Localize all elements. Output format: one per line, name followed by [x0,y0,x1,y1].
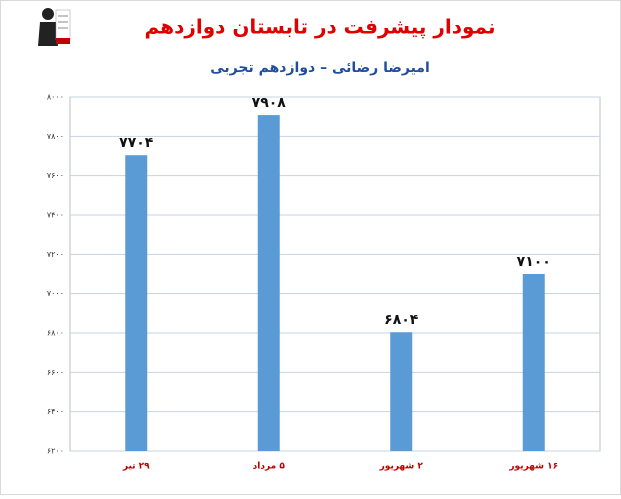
y-tick-label: ۸۰۰۰ [47,93,64,102]
bar [390,332,413,451]
value-label: ۷۹۰۸ [252,95,287,111]
y-tick-label: ۶۲۰۰ [47,447,64,456]
y-tick-label: ۶۸۰۰ [47,329,64,338]
y-tick-label: ۶۶۰۰ [47,368,64,377]
x-tick-label: ۱۶ شهریور [508,462,558,472]
y-tick-label: ۷۰۰۰ [47,289,64,298]
y-tick-label: ۶۴۰۰ [47,407,64,416]
y-tick-label: ۷۴۰۰ [47,211,64,220]
y-tick-label: ۷۲۰۰ [47,250,64,259]
bar [125,155,148,452]
y-tick-label: ۷۶۰۰ [47,171,64,180]
bar [522,274,545,451]
value-label: ۷۷۰۴ [119,135,154,151]
chart-title: نمودار پیشرفت در تابستان دوازدهم [145,15,496,40]
x-tick-label: ۵ مرداد [253,462,286,472]
x-tick-label: ۲ شهریور [379,462,424,472]
bar [257,115,280,452]
y-tick-label: ۷۸۰۰ [47,132,64,141]
value-label: ۷۱۰۰ [517,254,551,270]
chart-subtitle: امیرضا رضائی – دوازدهم تجربی [210,60,430,76]
x-tick-label: ۲۹ تیر [122,462,150,472]
logo [38,8,71,46]
value-label: ۶۸۰۴ [384,312,419,328]
